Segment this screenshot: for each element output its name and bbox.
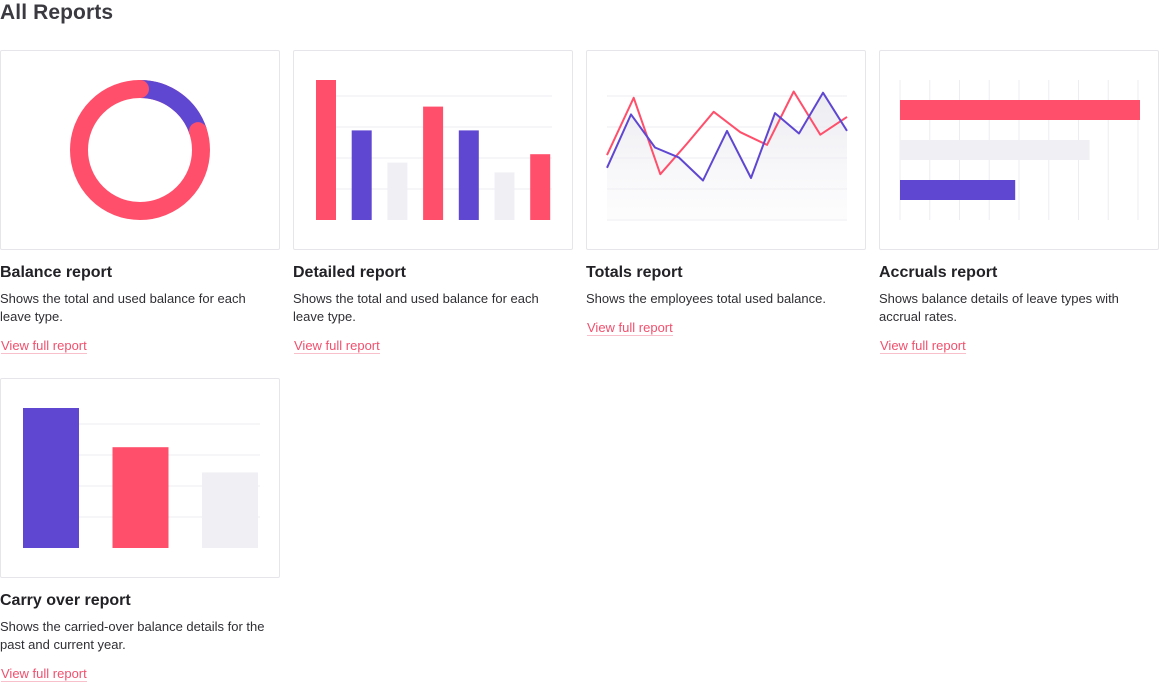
bar-3 [900,180,1016,200]
report-thumbnail-detailed[interactable] [293,50,573,250]
horizontal-bar-chart [899,80,1140,220]
bar-7 [530,154,551,220]
series-line-2 [606,91,848,182]
view-full-report-link[interactable]: View full report [1,666,87,682]
bar-1 [23,408,79,548]
bar-5 [458,130,479,220]
view-full-report-link[interactable]: View full report [587,320,673,336]
view-full-report-link[interactable]: View full report [1,338,87,354]
bar-3 [202,472,258,548]
report-title: Detailed report [293,264,406,281]
report-title: Totals report [586,264,683,281]
bar-2 [900,140,1090,160]
report-card-accruals: Accruals report Shows balance details of… [879,50,1159,355]
report-description: Shows the total and used balance for eac… [0,291,246,324]
bar-1 [316,80,336,220]
report-description: Shows balance details of leave types wit… [879,291,1119,324]
report-description: Shows the carried-over balance details f… [0,619,265,652]
report-title: Carry over report [0,592,131,609]
report-thumbnail-accruals[interactable] [879,50,1159,250]
bar-chart [316,80,552,220]
report-title: Accruals report [879,264,998,281]
line-chart [606,90,848,221]
donut-start-cap [131,80,149,98]
bar-1 [900,100,1140,120]
donut-end-cap [189,122,208,141]
report-card-detailed: Detailed report Shows the total and used… [293,50,573,355]
report-description: Shows the total and used balance for eac… [293,291,539,324]
bar-2 [351,130,372,220]
report-description: Shows the employees total used balance. [586,291,826,306]
report-title: Balance report [0,264,113,281]
bar-4 [423,106,444,220]
bar-2 [112,447,169,548]
page-title: All Reports [0,1,114,24]
report-thumbnail-totals[interactable] [586,50,866,250]
view-full-report-link[interactable]: View full report [880,338,966,354]
bar-chart [23,408,260,548]
donut-chart [70,80,210,220]
report-card-balance: Balance report Shows the total and used … [0,50,280,355]
report-card-carryover: Carry over report Shows the carried-over… [0,378,280,683]
report-thumbnail-carryover[interactable] [0,378,280,578]
report-card-totals: Totals report Shows the employees total … [586,50,866,337]
bar-6 [494,172,515,220]
report-thumbnail-balance[interactable] [0,50,280,250]
bar-3 [387,162,408,220]
view-full-report-link[interactable]: View full report [294,338,380,354]
